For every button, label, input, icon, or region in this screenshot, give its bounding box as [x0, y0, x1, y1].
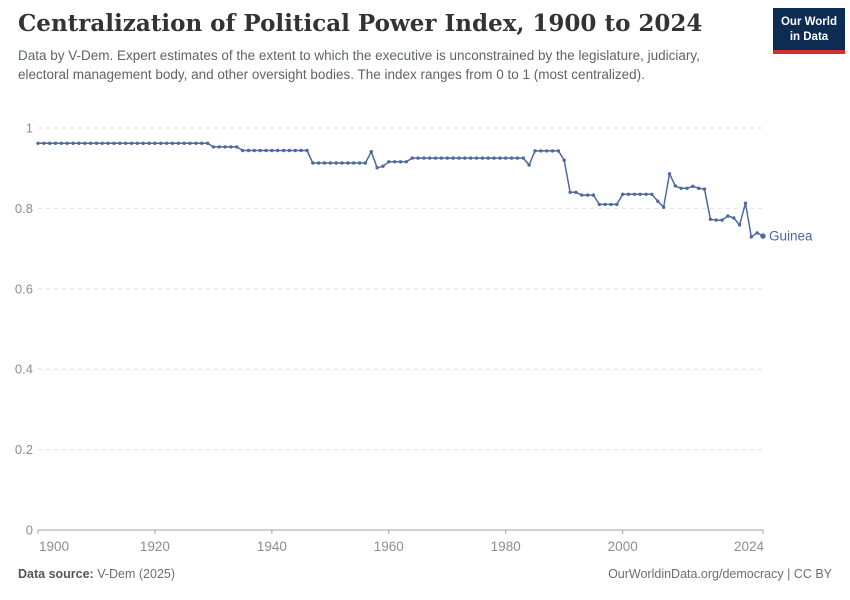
credit-line[interactable]: OurWorldinData.org/democracy | CC BY [608, 567, 832, 581]
chart-footer: Data source: V-Dem (2025) OurWorldinData… [18, 567, 832, 581]
data-source-value: V-Dem (2025) [97, 567, 176, 581]
y-tick-label: 0.6 [15, 281, 33, 296]
y-tick-label: 0 [26, 523, 33, 538]
x-tick-label: 1920 [140, 539, 170, 554]
data-source: Data source: V-Dem (2025) [18, 567, 175, 581]
owid-logo: Our World in Data [773, 8, 845, 54]
owid-logo-line2: in Data [789, 30, 829, 43]
x-tick-label: 1980 [491, 539, 521, 554]
chart-header: Centralization of Political Power Index,… [18, 10, 748, 84]
line-chart-svg[interactable]: 0 0.2 0.4 0.6 0.8 1 1900 1920 1940 1960 1980 2000 20… [0, 0, 850, 560]
y-tick-label: 0.8 [15, 201, 33, 216]
page-title: Centralization of Political Power Index,… [18, 10, 703, 37]
data-point-markers[interactable] [36, 141, 766, 239]
x-tick-label: 1900 [39, 539, 69, 554]
owid-logo-line1: Our World [780, 16, 837, 28]
chart-subtitle: Data by V-Dem. Expert estimates of the e… [18, 47, 700, 82]
x-tick-label: 1960 [374, 539, 404, 554]
x-tick-label: 2000 [608, 539, 638, 554]
data-source-label: Data source: [18, 567, 94, 581]
y-tick-label: 0.4 [15, 362, 33, 377]
x-tick-label: 2024 [734, 539, 765, 554]
y-tick-label: 1 [26, 121, 33, 136]
x-tick-label: 1940 [257, 539, 287, 554]
line-series-guinea[interactable] [38, 142, 764, 238]
y-tick-label: 0.2 [15, 442, 33, 457]
series-end-label[interactable]: Guinea [769, 229, 813, 244]
